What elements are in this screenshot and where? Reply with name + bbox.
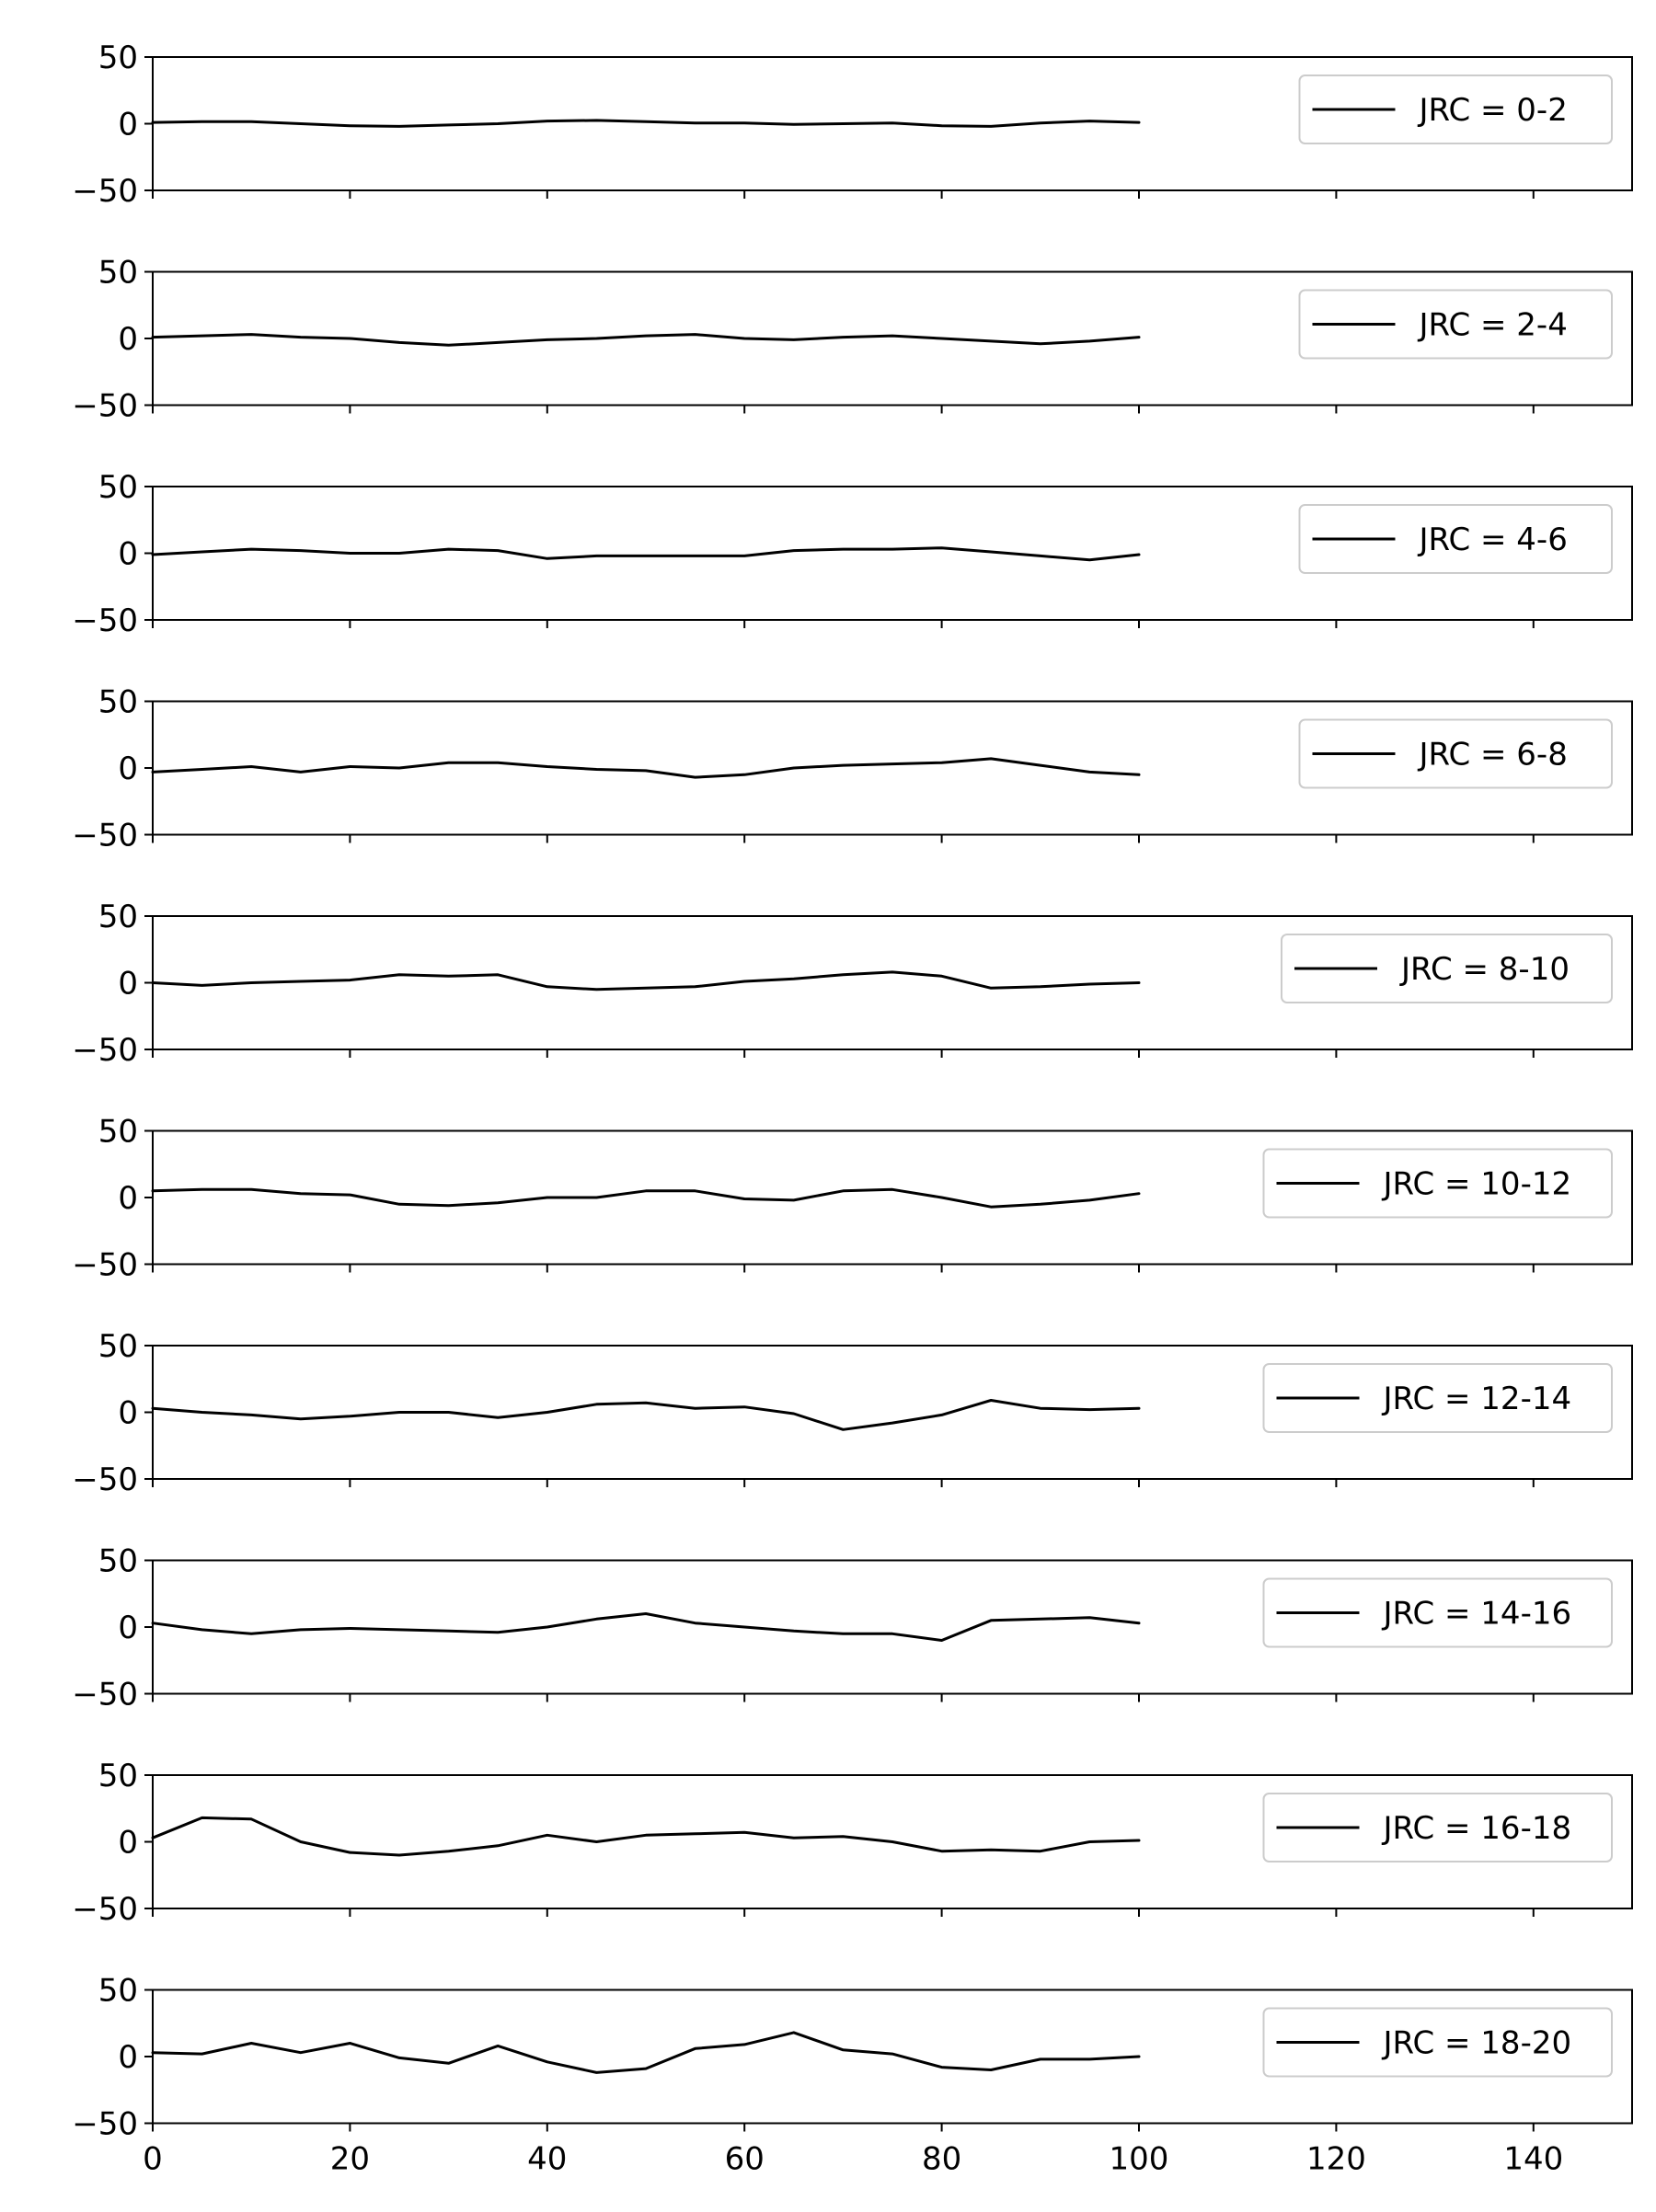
subplot-6: 50 0 −50 JRC = 10-12 [72,1114,1633,1284]
legend: JRC = 14-16 [1262,1577,1613,1648]
series-line [151,970,1141,991]
y-tick-label: 50 [98,1758,138,1794]
legend-label: JRC = 12-14 [1382,1381,1572,1417]
y-tick-label: −50 [72,1891,138,1928]
series-line [151,2031,1141,2074]
series-line [151,119,1141,128]
y-tick-label: 0 [118,2039,138,2076]
legend-frame [1262,2007,1613,2078]
series-line [151,546,1141,562]
y-tick-label: 50 [98,1973,138,2010]
legend: JRC = 18-20 [1262,2007,1613,2078]
series-line [151,1612,1141,1642]
y-tick-label: 50 [98,899,138,935]
y-tick-label: 0 [118,751,138,787]
y-tick-label: −50 [72,1032,138,1069]
y-tick-label: 50 [98,255,138,292]
legend-frame [1298,504,1613,574]
legend-frame [1262,1577,1613,1648]
legend-label: JRC = 16-18 [1382,1810,1572,1847]
subplot-5: 50 0 −50 JRC = 8-10 [72,899,1633,1069]
legend: JRC = 0-2 [1298,74,1613,144]
subplot-2: 50 0 −50 JRC = 2-4 [72,255,1633,425]
x-tick-label: 60 [725,2141,765,2178]
x-tick-label: 40 [527,2141,567,2178]
y-tick-label: −50 [72,173,138,210]
y-tick-label: −50 [72,602,138,639]
legend-label: JRC = 4-6 [1418,521,1568,558]
y-tick-label: 0 [118,1825,138,1862]
y-tick-label: 0 [118,107,138,143]
y-tick-label: −50 [72,2106,138,2143]
legend-label: JRC = 14-16 [1382,1596,1572,1633]
legend: JRC = 6-8 [1298,718,1613,789]
y-tick-label: 50 [98,684,138,721]
legend: JRC = 2-4 [1298,289,1613,360]
legend-label: JRC = 8-10 [1399,951,1570,988]
legend-frame [1298,718,1613,789]
y-tick-label: 0 [118,1395,138,1432]
x-tick-label: 80 [922,2141,961,2178]
y-tick-label: −50 [72,388,138,425]
y-tick-label: −50 [72,1461,138,1498]
subplot-4: 50 0 −50 JRC = 6-8 [72,684,1633,854]
legend-label: JRC = 2-4 [1418,307,1568,344]
series-line [151,333,1141,347]
series-line [151,1187,1141,1209]
legend-frame [1281,934,1613,1003]
x-tick-label: 120 [1306,2141,1366,2178]
legend-label: JRC = 10-12 [1382,1166,1572,1203]
legend-frame [1298,74,1613,144]
x-tick-label: 140 [1503,2141,1563,2178]
legend: JRC = 16-18 [1262,1793,1613,1862]
subplot-1: 50 0 −50 JRC = 0-2 [72,40,1633,210]
legend: JRC = 12-14 [1262,1363,1613,1433]
y-tick-label: 50 [98,1328,138,1365]
subplot-7: 50 0 −50 JRC = 12-14 [72,1328,1633,1498]
y-tick-label: −50 [72,818,138,854]
legend-frame [1262,1363,1613,1433]
y-tick-label: 0 [118,321,138,358]
subplot-9: 50 0 −50 JRC = 16-18 [72,1758,1633,1928]
x-tick-label: 20 [330,2141,370,2178]
series-line [151,757,1141,779]
legend-frame [1262,1793,1613,1862]
x-tick-label: 100 [1110,2141,1169,2178]
y-tick-label: 0 [118,1180,138,1217]
legend: JRC = 4-6 [1298,504,1613,574]
x-tick-label: 0 [143,2141,163,2178]
series-line [151,1399,1141,1431]
legend-frame [1262,1148,1613,1219]
legend: JRC = 8-10 [1281,934,1613,1003]
y-tick-label: 0 [118,966,138,1003]
y-tick-label: 50 [98,1114,138,1151]
y-tick-label: 50 [98,1543,138,1580]
subplot-3: 50 0 −50 JRC = 4-6 [72,469,1633,639]
series-line [151,1816,1141,1857]
legend-label: JRC = 0-2 [1418,92,1568,129]
legend-frame [1298,289,1613,360]
y-tick-label: −50 [72,1247,138,1284]
y-tick-label: 0 [118,1610,138,1646]
y-tick-label: −50 [72,1677,138,1713]
y-tick-label: 50 [98,40,138,76]
legend-label: JRC = 18-20 [1382,2025,1572,2062]
y-tick-label: 0 [118,536,138,573]
legend-label: JRC = 6-8 [1418,737,1568,774]
y-tick-label: 50 [98,469,138,506]
legend: JRC = 10-12 [1262,1148,1613,1219]
subplot-8: 50 0 −50 JRC = 14-16 [72,1543,1633,1713]
